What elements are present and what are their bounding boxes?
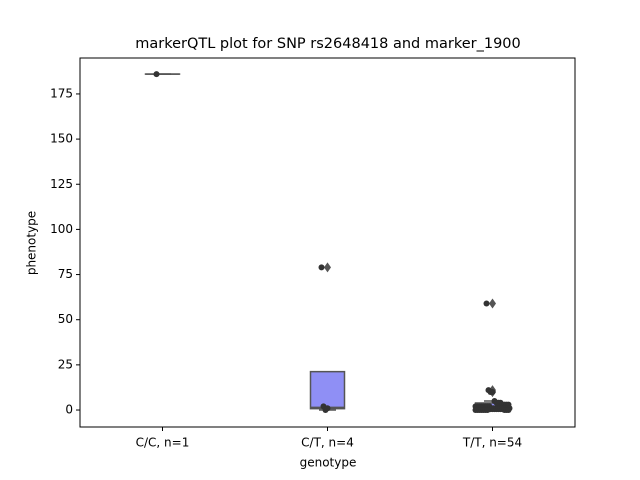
point (153, 71, 160, 78)
x-tick-label: C/T, n=4 (301, 436, 354, 450)
box (309, 370, 346, 410)
y-tick-label: 0 (65, 403, 73, 417)
point (505, 407, 512, 414)
y-axis-label: phenotype (25, 211, 39, 275)
y-tick-label: 150 (50, 132, 73, 146)
x-tick-label: T/T, n=54 (462, 436, 522, 450)
y-tick-label: 125 (50, 177, 73, 191)
point (484, 407, 491, 414)
y-tick-label: 50 (58, 312, 73, 326)
x-tick-label: C/C, n=1 (136, 436, 190, 450)
x-axis-label: genotype (300, 456, 357, 470)
y-tick-label: 75 (58, 267, 73, 281)
point (324, 405, 331, 412)
point (489, 388, 496, 395)
y-tick-label: 25 (58, 357, 73, 371)
outlier (489, 298, 496, 309)
chart-title: markerQTL plot for SNP rs2648418 and mar… (135, 36, 521, 52)
y-tick-label: 175 (50, 86, 73, 100)
y-tick-label: 100 (50, 222, 73, 236)
point (318, 264, 325, 271)
point (483, 300, 490, 307)
outlier (324, 262, 331, 273)
